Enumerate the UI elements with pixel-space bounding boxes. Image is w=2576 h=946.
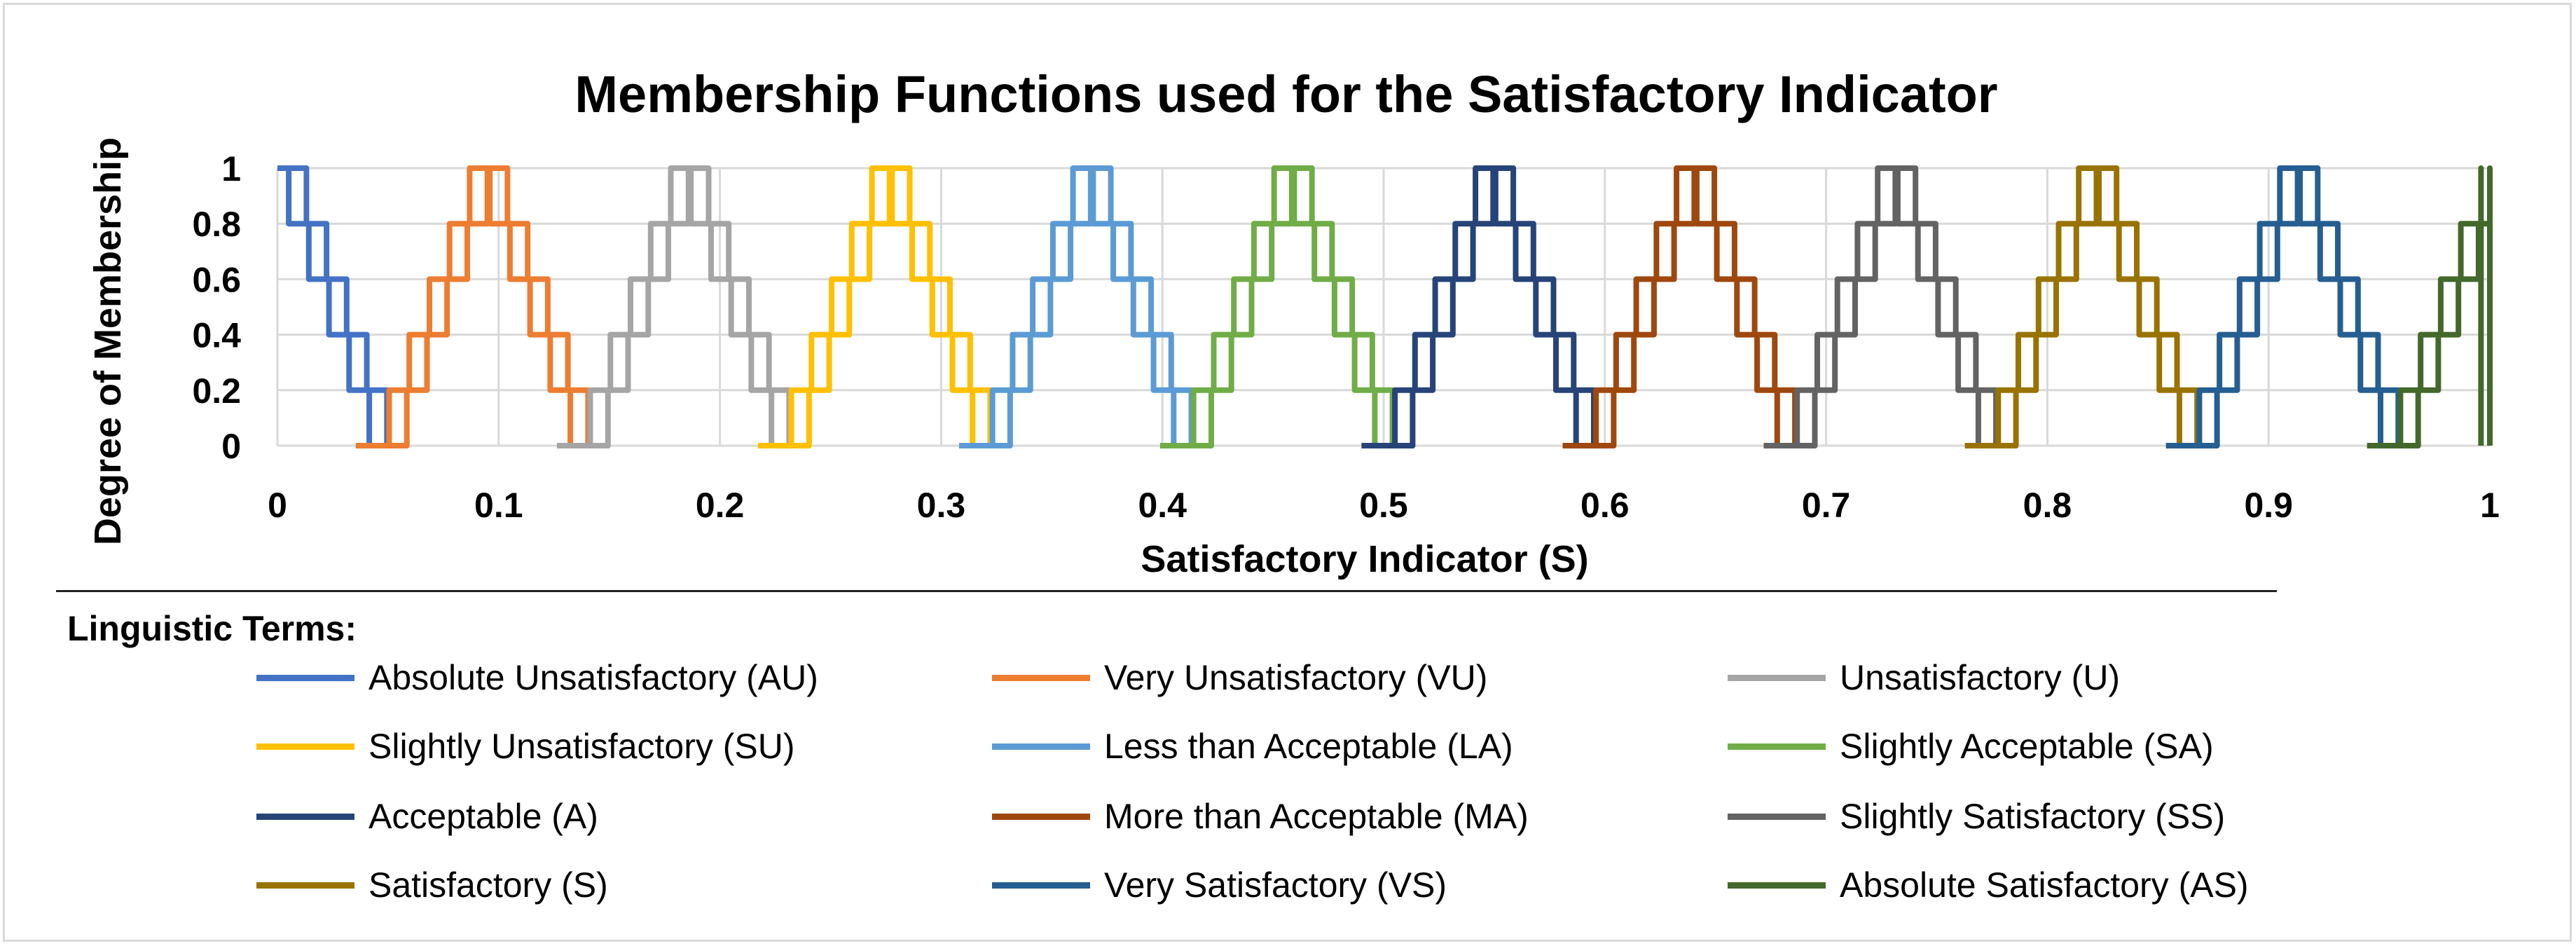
x-tick-label: 0.5	[1359, 486, 1408, 525]
chart-title: Membership Functions used for the Satisf…	[574, 65, 1997, 123]
legend-item-ss: Slightly Satisfactory (SS)	[1728, 792, 2225, 841]
x-tick-label: 0	[268, 486, 287, 525]
x-tick-label: 0.7	[1802, 486, 1851, 525]
series-line-la	[977, 165, 1205, 448]
legend-item-as: Absolute Satisfactory (AS)	[1728, 861, 2249, 910]
legend-label: Less than Acceptable (LA)	[1104, 727, 1513, 766]
legend-label: Slightly Satisfactory (SS)	[1840, 797, 2226, 836]
x-tick-label: 0.9	[2244, 486, 2293, 525]
y-tick-label: 0.6	[192, 260, 241, 299]
series-line-vs	[2165, 165, 2394, 448]
series-line-la	[959, 165, 1187, 448]
series-line-u	[574, 165, 803, 448]
y-tick-label: 1	[221, 149, 241, 188]
series-line-su	[757, 165, 986, 448]
series-line-u	[556, 165, 785, 448]
legend-title: Linguistic Terms:	[67, 609, 357, 648]
chart-area: Membership Functions used for the Satisf…	[87, 65, 2500, 580]
series-line-ma	[1562, 165, 1791, 448]
legend-label: Absolute Satisfactory (AS)	[1840, 865, 2249, 905]
legend-swatch	[992, 743, 1090, 750]
y-axis-label: Degree of Membership	[87, 137, 129, 545]
legend-swatch	[256, 882, 354, 889]
x-tick-label: 0.8	[2023, 486, 2072, 525]
chart-frame	[3, 3, 2572, 942]
series-line-a	[1379, 165, 1607, 448]
legend-swatch	[256, 813, 354, 820]
series-line-au	[277, 165, 383, 448]
legend-label: Unsatisfactory (U)	[1840, 658, 2121, 697]
series-line-vu	[355, 165, 584, 448]
legend-label: Very Satisfactory (VS)	[1104, 865, 1447, 905]
legend-label: Satisfactory (S)	[369, 865, 608, 905]
legend-item-sa: Slightly Acceptable (SA)	[1728, 722, 2214, 771]
series-line-as	[2385, 165, 2493, 448]
y-tick-label: 0	[221, 427, 241, 466]
legend-item-su: Slightly Unsatisfactory (SU)	[256, 722, 795, 771]
series-line-ma	[1580, 165, 1808, 448]
legend-item-au: Absolute Unsatisfactory (AU)	[256, 653, 818, 702]
x-tick-label: 0.3	[917, 486, 966, 525]
series-line-a	[1361, 165, 1590, 448]
legend-swatch	[992, 674, 1090, 681]
y-tick-label: 0.4	[192, 316, 241, 355]
legend-item-a: Acceptable (A)	[256, 792, 598, 841]
x-tick-label: 0.1	[474, 486, 523, 525]
legend-swatch	[256, 743, 354, 750]
legend-item-la: Less than Acceptable (LA)	[992, 722, 1513, 771]
y-tick-label: 0.8	[192, 205, 241, 244]
legend-swatch	[1728, 813, 1826, 820]
series-lines	[277, 165, 2493, 448]
legend-item-vs: Very Satisfactory (VS)	[992, 861, 1447, 910]
x-tick-label: 0.6	[1580, 486, 1630, 525]
x-axis-label: Satisfactory Indicator (S)	[1141, 538, 1588, 580]
legend-label: Absolute Unsatisfactory (AU)	[369, 658, 818, 697]
legend-swatch	[1728, 674, 1826, 681]
y-tick-labels: 0 0.2 0.4 0.6 0.8 1	[192, 149, 241, 466]
legend-swatch	[256, 674, 354, 681]
legend-label: Slightly Unsatisfactory (SU)	[369, 727, 795, 766]
series-line-ss	[1763, 165, 1992, 448]
y-tick-label: 0.2	[192, 371, 241, 411]
x-tick-label: 1	[2480, 486, 2500, 525]
series-line-vs	[2183, 165, 2412, 448]
legend-label: Acceptable (A)	[369, 797, 598, 836]
x-tick-label: 0.4	[1138, 486, 1187, 525]
legend-swatch	[992, 882, 1090, 889]
legend-item-u: Unsatisfactory (U)	[1728, 653, 2120, 702]
legend-label: More than Acceptable (MA)	[1104, 797, 1529, 836]
legend-swatch	[1728, 882, 1826, 889]
legend-item-ma: More than Acceptable (MA)	[992, 792, 1529, 841]
legend-swatch	[992, 813, 1090, 820]
series-line-s	[1964, 165, 2193, 448]
legend-item-vu: Very Unsatisfactory (VU)	[992, 653, 1487, 702]
legend-item-s: Satisfactory (S)	[256, 861, 608, 910]
series-line-au	[286, 165, 401, 448]
x-tick-labels: 0 0.1 0.2 0.3 0.4 0.5 0.6 0.7 0.8 0.9 1	[268, 486, 2500, 525]
legend-swatch	[1728, 743, 1826, 750]
legend-separator	[56, 590, 2277, 592]
series-line-vu	[373, 165, 602, 448]
series-line-as	[2367, 165, 2484, 448]
series-line-s	[1982, 165, 2211, 448]
series-line-sa	[1160, 165, 1389, 448]
series-line-su	[776, 165, 1004, 448]
series-line-ss	[1781, 165, 2010, 448]
legend-label: Slightly Acceptable (SA)	[1840, 727, 2214, 766]
series-line-sa	[1178, 165, 1406, 448]
x-tick-label: 0.2	[696, 486, 745, 525]
legend-label: Very Unsatisfactory (VU)	[1104, 658, 1488, 697]
